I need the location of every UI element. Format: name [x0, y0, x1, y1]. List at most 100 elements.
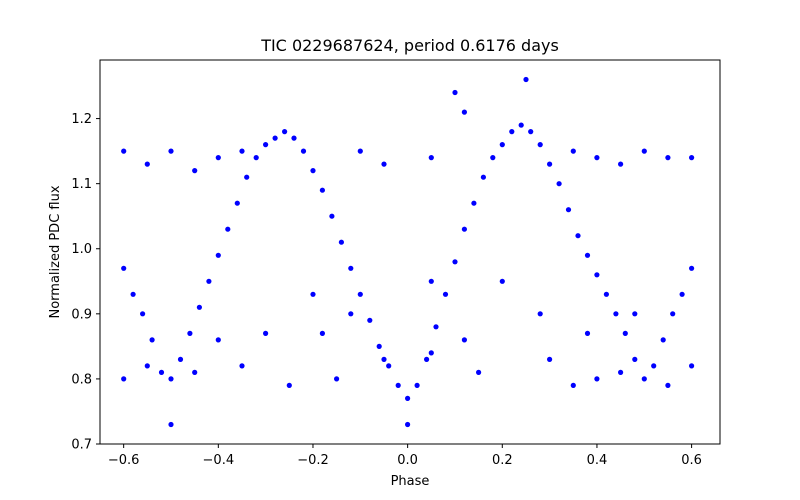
data-point [471, 200, 477, 206]
data-point [310, 291, 316, 297]
data-point [461, 337, 467, 343]
data-point [570, 382, 576, 388]
plot-frame [99, 59, 721, 445]
x-tick-label: −0.6 [108, 453, 140, 468]
data-point [187, 330, 193, 336]
y-tick-label: 1.2 [71, 112, 92, 127]
data-point [632, 356, 638, 362]
data-point [433, 324, 439, 330]
data-point [428, 278, 434, 284]
data-point [215, 337, 221, 343]
data-point [499, 278, 505, 284]
data-point [225, 226, 231, 232]
data-point [670, 311, 676, 317]
x-tick-label: −0.4 [203, 453, 235, 468]
data-point [338, 239, 344, 245]
data-point [509, 129, 515, 135]
y-axis: 0.7 0.8 0.9 1.0 1.1 1.2 [71, 112, 100, 453]
y-tick-label: 1.0 [71, 242, 92, 257]
data-point [499, 142, 505, 148]
data-point [528, 129, 534, 135]
data-point [367, 317, 373, 323]
data-point [386, 363, 392, 369]
data-point [618, 369, 624, 375]
data-point [461, 226, 467, 232]
data-points [121, 76, 695, 428]
x-tick-label: 0.0 [397, 453, 418, 468]
data-point [395, 382, 401, 388]
x-axis-label: Phase [391, 474, 430, 489]
data-point [584, 252, 591, 258]
data-point [689, 155, 695, 161]
data-point [603, 291, 610, 297]
data-point [357, 291, 363, 297]
data-point [584, 330, 591, 336]
data-point [641, 376, 647, 382]
data-point [334, 376, 340, 382]
data-point [689, 363, 695, 369]
data-point [424, 356, 430, 362]
data-point [192, 369, 198, 375]
data-point [130, 291, 136, 297]
data-point [168, 376, 174, 382]
data-point [428, 350, 434, 356]
data-point [158, 369, 165, 375]
data-point [196, 304, 202, 310]
data-point [405, 421, 411, 428]
data-point [140, 311, 146, 317]
data-point [263, 142, 269, 148]
data-point [689, 265, 695, 271]
y-tick-label: 0.9 [71, 307, 92, 322]
data-point [480, 174, 486, 180]
data-point [177, 356, 184, 362]
data-point [452, 89, 458, 96]
data-point [192, 168, 198, 174]
data-point [286, 382, 292, 388]
data-point [319, 330, 325, 336]
data-point [476, 369, 482, 375]
data-point [244, 174, 250, 180]
data-point [234, 200, 240, 206]
data-point [121, 376, 127, 382]
y-tick-label: 1.1 [71, 177, 92, 192]
data-point [547, 161, 553, 167]
data-point [414, 382, 420, 388]
data-point [405, 395, 411, 401]
data-point [239, 148, 245, 154]
data-point [348, 311, 354, 317]
data-point [523, 76, 529, 83]
data-point [329, 213, 335, 219]
data-point [319, 187, 325, 193]
y-axis-label: Normalized PDC flux [48, 185, 63, 318]
x-tick-label: −0.2 [297, 453, 329, 468]
data-point [121, 148, 127, 154]
data-point [665, 155, 671, 161]
data-point [168, 421, 174, 428]
data-point [594, 155, 600, 161]
data-point [381, 161, 387, 167]
data-point [490, 155, 496, 161]
data-point [651, 363, 657, 369]
data-point [641, 148, 647, 154]
x-tick-label: 0.4 [587, 453, 608, 468]
data-point [594, 272, 600, 278]
y-tick-label: 0.8 [71, 372, 92, 387]
data-point [618, 161, 624, 167]
data-point [381, 356, 387, 362]
data-point [665, 382, 671, 388]
data-point [452, 259, 458, 265]
data-point [144, 363, 150, 369]
data-point [300, 148, 307, 154]
x-axis: −0.6 −0.4 −0.2 0.0 0.2 0.4 0.6 [108, 444, 702, 468]
data-point [442, 291, 449, 297]
data-point [660, 337, 666, 343]
data-point [613, 311, 619, 317]
x-tick-label: 0.2 [492, 453, 513, 468]
data-point [215, 155, 221, 161]
data-point [570, 148, 576, 154]
data-point [565, 207, 572, 213]
data-point [622, 330, 628, 336]
data-point [121, 265, 127, 271]
data-point [168, 148, 174, 154]
